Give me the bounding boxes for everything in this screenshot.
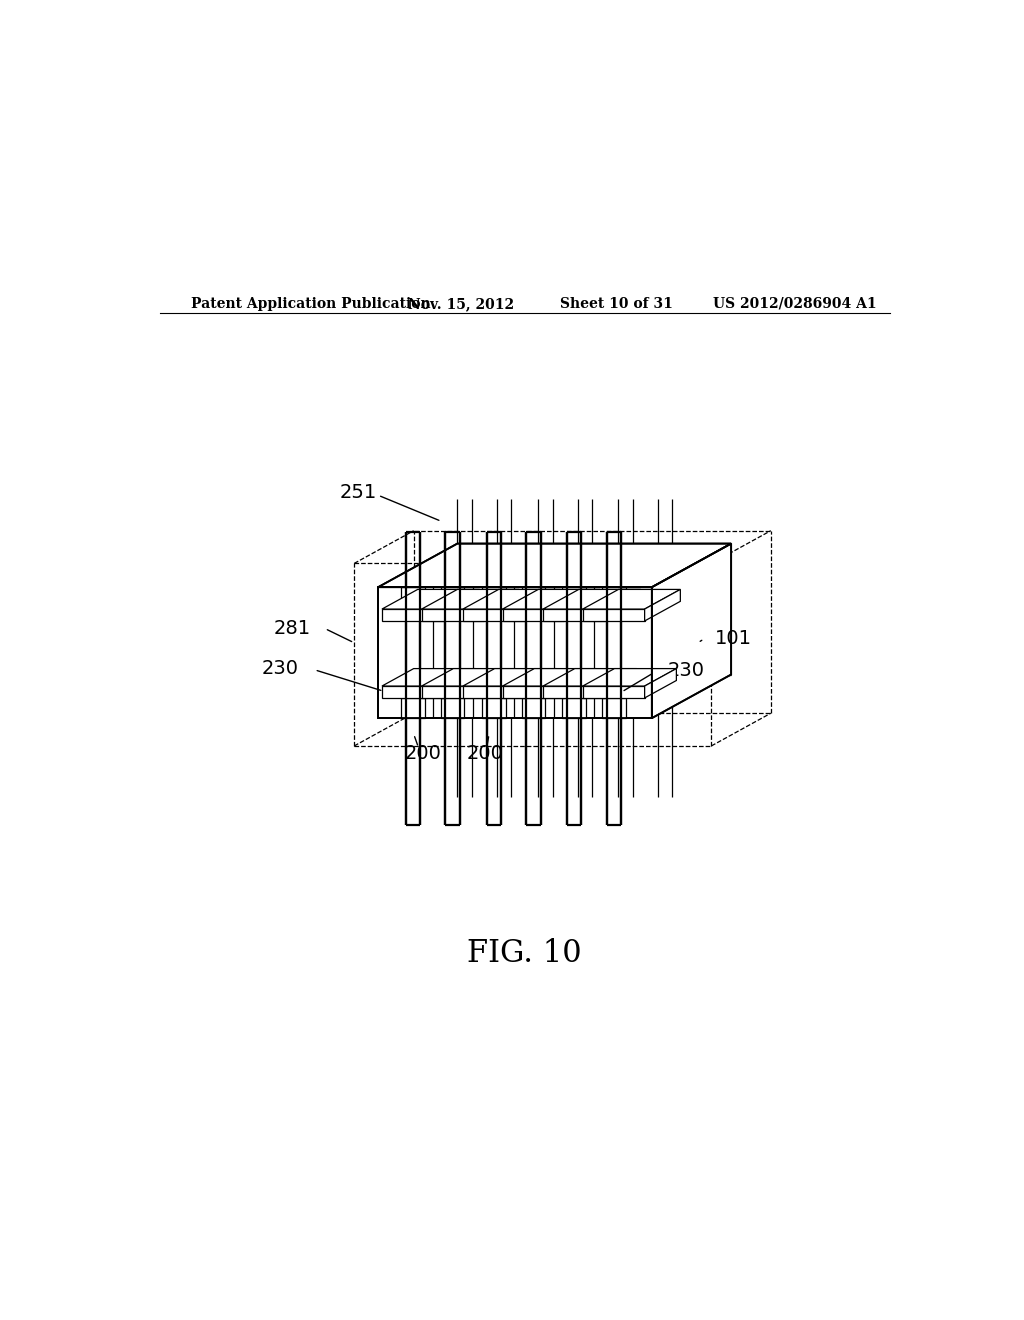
Polygon shape	[382, 609, 443, 620]
Polygon shape	[463, 686, 524, 698]
Text: Patent Application Publication: Patent Application Publication	[191, 297, 431, 312]
Polygon shape	[602, 587, 626, 607]
Polygon shape	[382, 686, 443, 698]
Polygon shape	[583, 590, 680, 609]
Polygon shape	[583, 669, 677, 686]
Polygon shape	[443, 590, 479, 620]
Polygon shape	[378, 544, 731, 587]
Polygon shape	[378, 587, 652, 718]
Polygon shape	[463, 669, 557, 686]
Polygon shape	[382, 669, 475, 686]
Polygon shape	[482, 587, 506, 607]
Polygon shape	[503, 686, 564, 698]
Polygon shape	[521, 587, 546, 607]
Polygon shape	[503, 590, 600, 609]
Polygon shape	[562, 587, 586, 607]
Polygon shape	[543, 686, 605, 698]
Text: Sheet 10 of 31: Sheet 10 of 31	[560, 297, 673, 312]
Polygon shape	[440, 698, 465, 718]
Text: Nov. 15, 2012: Nov. 15, 2012	[409, 297, 514, 312]
Polygon shape	[524, 590, 560, 620]
Polygon shape	[543, 609, 605, 620]
Polygon shape	[583, 609, 645, 620]
Polygon shape	[483, 590, 519, 620]
Polygon shape	[605, 590, 641, 620]
Polygon shape	[524, 669, 557, 698]
Polygon shape	[483, 669, 515, 698]
Text: 281: 281	[273, 619, 310, 638]
Polygon shape	[602, 698, 626, 718]
Polygon shape	[382, 590, 479, 609]
Polygon shape	[605, 669, 637, 698]
Polygon shape	[564, 669, 596, 698]
Polygon shape	[562, 698, 586, 718]
Polygon shape	[482, 698, 506, 718]
Polygon shape	[645, 669, 677, 698]
Text: FIG. 10: FIG. 10	[468, 939, 582, 969]
Polygon shape	[463, 609, 524, 620]
Polygon shape	[422, 590, 519, 609]
Text: 251: 251	[340, 483, 377, 502]
Text: 230: 230	[668, 661, 705, 680]
Polygon shape	[440, 587, 465, 607]
Polygon shape	[401, 587, 425, 607]
Polygon shape	[422, 609, 483, 620]
Polygon shape	[645, 590, 680, 620]
Polygon shape	[422, 669, 515, 686]
Polygon shape	[583, 686, 645, 698]
Polygon shape	[443, 669, 475, 698]
Polygon shape	[463, 590, 560, 609]
Polygon shape	[503, 669, 596, 686]
Polygon shape	[521, 698, 546, 718]
Text: 230: 230	[261, 659, 299, 677]
Text: 101: 101	[715, 630, 753, 648]
Polygon shape	[543, 669, 637, 686]
Text: US 2012/0286904 A1: US 2012/0286904 A1	[713, 297, 877, 312]
Polygon shape	[564, 590, 600, 620]
Polygon shape	[652, 544, 731, 718]
Polygon shape	[543, 590, 641, 609]
Text: 200: 200	[404, 744, 441, 763]
Polygon shape	[401, 698, 425, 718]
Text: 200: 200	[467, 744, 504, 763]
Polygon shape	[422, 686, 483, 698]
Polygon shape	[503, 609, 564, 620]
